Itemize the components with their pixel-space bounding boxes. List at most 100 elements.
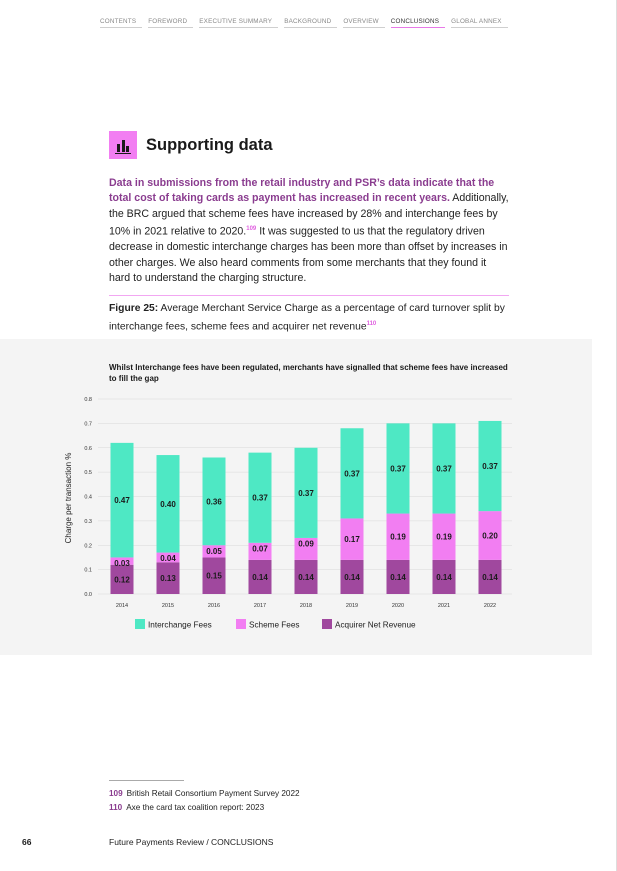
figure-caption: Figure 25: Average Merchant Service Char… xyxy=(109,302,509,334)
figure-caption-text: Average Merchant Service Charge as a per… xyxy=(109,303,505,332)
data-label: 0.13 xyxy=(160,574,176,583)
bar-segment xyxy=(248,542,272,560)
bar-segment xyxy=(202,545,226,558)
x-tick-label: 2014 xyxy=(116,603,128,609)
footnote-109: 109 British Retail Consortium Payment Sur… xyxy=(109,789,300,798)
y-tick-label: 0.4 xyxy=(84,495,92,501)
y-tick-label: 0.1 xyxy=(84,568,92,574)
nav-executive-summary[interactable]: EXECUTIVE SUMMARY xyxy=(199,18,279,28)
bar-segment xyxy=(110,564,134,594)
x-tick-label: 2017 xyxy=(254,603,266,609)
top-navigation: CONTENTS FOREWORD EXECUTIVE SUMMARY BACK… xyxy=(100,18,514,28)
bar-segment xyxy=(294,559,318,594)
data-label: 0.14 xyxy=(298,573,314,582)
x-tick-label: 2021 xyxy=(438,603,450,609)
footnote-number: 110 xyxy=(109,803,123,812)
figure-divider xyxy=(109,295,509,296)
nav-overview[interactable]: OVERVIEW xyxy=(343,18,385,28)
x-tick-label: 2022 xyxy=(484,603,496,609)
bar-segment xyxy=(340,428,364,519)
data-label: 0.07 xyxy=(252,544,268,553)
bar-segment xyxy=(110,442,134,558)
data-label: 0.37 xyxy=(252,494,268,503)
bar-segment xyxy=(386,513,410,560)
x-tick-label: 2019 xyxy=(346,603,358,609)
nav-contents[interactable]: CONTENTS xyxy=(100,18,143,28)
data-label: 0.19 xyxy=(436,533,452,542)
bar-chart-icon xyxy=(109,131,137,159)
data-label: 0.47 xyxy=(114,496,130,505)
y-tick-label: 0.8 xyxy=(84,397,92,403)
bar-segment xyxy=(432,423,456,514)
bar-segment xyxy=(386,423,410,514)
legend-label: Interchange Fees xyxy=(148,621,212,630)
data-label: 0.20 xyxy=(482,532,498,541)
bar-segment xyxy=(340,559,364,594)
data-label: 0.14 xyxy=(344,573,360,582)
x-tick-label: 2018 xyxy=(300,603,312,609)
data-label: 0.15 xyxy=(206,572,222,581)
figure-label: Figure 25: xyxy=(109,303,159,314)
data-label: 0.14 xyxy=(252,573,268,582)
data-label: 0.12 xyxy=(114,575,130,584)
x-tick-label: 2016 xyxy=(208,603,220,609)
data-label: 0.36 xyxy=(206,497,222,506)
bar-segment xyxy=(432,559,456,594)
data-label: 0.37 xyxy=(390,464,406,473)
legend-swatch xyxy=(236,619,246,629)
x-tick-label: 2015 xyxy=(162,603,174,609)
bar-segment xyxy=(294,537,318,560)
data-label: 0.14 xyxy=(482,573,498,582)
bar-segment xyxy=(202,557,226,594)
intro-text-1: Additionally, the BRC argued that scheme… xyxy=(109,192,509,238)
data-label: 0.19 xyxy=(390,533,406,542)
intro-highlight: Data in submissions from the retail indu… xyxy=(109,177,495,205)
nav-conclusions[interactable]: CONCLUSIONS xyxy=(390,18,446,28)
footnote-text: Axe the card tax coalition report: 2023 xyxy=(126,803,265,812)
footnote-text: British Retail Consortium Payment Survey… xyxy=(126,789,300,798)
bar-segment xyxy=(386,559,410,594)
y-tick-label: 0.7 xyxy=(84,421,92,427)
footnote-divider xyxy=(109,780,184,781)
bar-segment xyxy=(156,552,180,563)
footnote-ref-109[interactable]: 109 xyxy=(246,226,257,233)
nav-background[interactable]: BACKGROUND xyxy=(284,18,338,28)
legend-label: Scheme Fees xyxy=(249,621,300,630)
data-label: 0.37 xyxy=(482,462,498,471)
data-label: 0.14 xyxy=(436,573,452,582)
nav-global-annex[interactable]: GLOBAL ANNEX xyxy=(451,18,508,28)
y-tick-label: 0.0 xyxy=(84,592,92,598)
footnote-110: 110 Axe the card tax coalition report: 20… xyxy=(109,803,264,812)
data-label: 0.17 xyxy=(344,535,360,544)
bar-segment xyxy=(202,457,226,546)
footnote-number: 109 xyxy=(109,789,123,798)
data-label: 0.05 xyxy=(206,547,222,556)
bar-segment xyxy=(248,452,272,543)
footer-text: Future Payments Review / CONCLUSIONS xyxy=(109,837,274,847)
nav-foreword[interactable]: FOREWORD xyxy=(148,18,194,28)
footnote-ref-110[interactable]: 110 xyxy=(366,320,377,327)
legend-swatch xyxy=(322,619,332,629)
bar-segment xyxy=(294,447,318,538)
bar-segment xyxy=(340,518,364,560)
data-label: 0.37 xyxy=(344,469,360,478)
chart-title: Whilst Interchange fees have been regula… xyxy=(109,363,508,383)
data-label: 0.14 xyxy=(390,573,406,582)
intro-paragraph: Data in submissions from the retail indu… xyxy=(109,176,509,286)
data-label: 0.40 xyxy=(160,500,176,509)
bar-segment xyxy=(478,559,502,594)
bar-segment xyxy=(478,511,502,560)
data-label: 0.03 xyxy=(114,559,130,568)
y-tick-label: 0.3 xyxy=(84,519,92,525)
y-tick-label: 0.2 xyxy=(84,543,92,549)
y-axis-label: Charge per transaction % xyxy=(64,453,73,544)
bar-segment xyxy=(432,513,456,560)
section-title: Supporting data xyxy=(146,136,273,154)
data-label: 0.04 xyxy=(160,554,176,563)
bar-segment xyxy=(248,559,272,594)
data-label: 0.09 xyxy=(298,539,314,548)
legend-label: Acquirer Net Revenue xyxy=(335,621,416,630)
x-tick-label: 2020 xyxy=(392,603,404,609)
bar-segment xyxy=(156,455,180,553)
